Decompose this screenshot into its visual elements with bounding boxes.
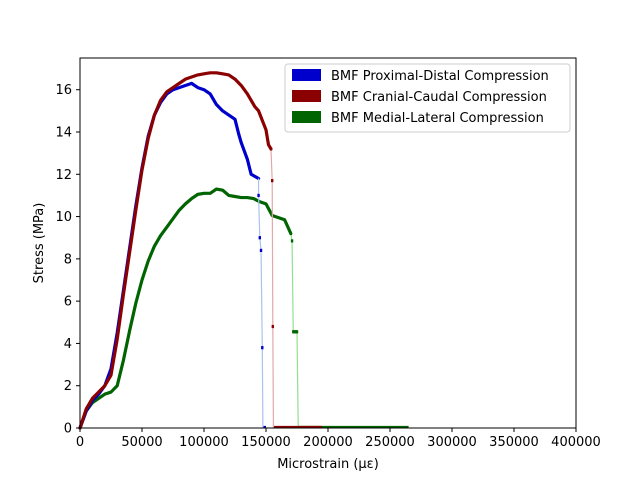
x-tick-label: 250000 [365,435,415,450]
failure-point-medial-lateral [295,330,299,334]
failure-point-proximal-distal [259,248,263,252]
y-tick-label: 0 [64,422,72,437]
legend-label-medial-lateral: BMF Medial-Lateral Compression [331,111,544,126]
failure-point-proximal-distal [261,346,264,350]
x-tick-label: 200000 [303,435,353,450]
y-tick-label: 8 [64,252,72,267]
failure-point-cranial-caudal [271,324,275,329]
legend-swatch-cranial-caudal [292,90,321,102]
x-tick-label: 300000 [427,435,477,450]
legend-label-proximal-distal: BMF Proximal-Distal Compression [331,69,549,84]
y-tick-label: 10 [55,210,72,225]
axes-frame [79,57,577,429]
y-tick-label: 14 [55,126,72,141]
legend-swatch-medial-lateral [292,111,321,123]
failure-point-cranial-caudal [269,147,273,151]
failure-point-proximal-distal [257,193,260,198]
legend-label-cranial-caudal: BMF Cranial-Caudal Compression [331,90,547,105]
x-axis-label: Microstrain (με) [277,457,379,472]
plot-area [78,71,409,430]
x-tick-label: 350000 [489,435,539,450]
y-tick-label: 16 [55,83,72,98]
series-line-cranial-caudal [78,71,273,430]
x-tick-label: 100000 [179,435,229,450]
legend-swatch-proximal-distal [292,69,321,81]
legend: BMF Proximal-Distal Compression BMF Cran… [284,63,571,133]
y-tick-label: 12 [55,168,72,183]
failure-point-medial-lateral [290,239,294,243]
series-line-medial-lateral [78,187,293,430]
failure-point-medial-lateral [293,330,296,334]
failure-point-medial-lateral [289,231,292,236]
y-axis: 0 2 4 6 8 10 12 14 16 [55,83,80,437]
x-tick-label: 50000 [121,435,162,450]
failure-point-medial-lateral [294,330,297,334]
x-axis: 0 50000 100000 150000 200000 250000 300000 3500… [76,428,601,450]
y-tick-label: 4 [64,337,72,352]
y-tick-label: 2 [64,379,72,394]
failure-point-proximal-distal [258,236,261,240]
y-axis-label: Stress (MPa) [32,203,47,284]
legend-frame [284,63,571,133]
y-tick-label: 6 [64,295,72,310]
x-tick-label: 0 [76,435,84,450]
failure-point-medial-lateral [292,330,295,334]
failure-point-cranial-caudal [271,179,274,183]
x-tick-label: 150000 [241,435,291,450]
x-tick-label: 400000 [551,435,601,450]
